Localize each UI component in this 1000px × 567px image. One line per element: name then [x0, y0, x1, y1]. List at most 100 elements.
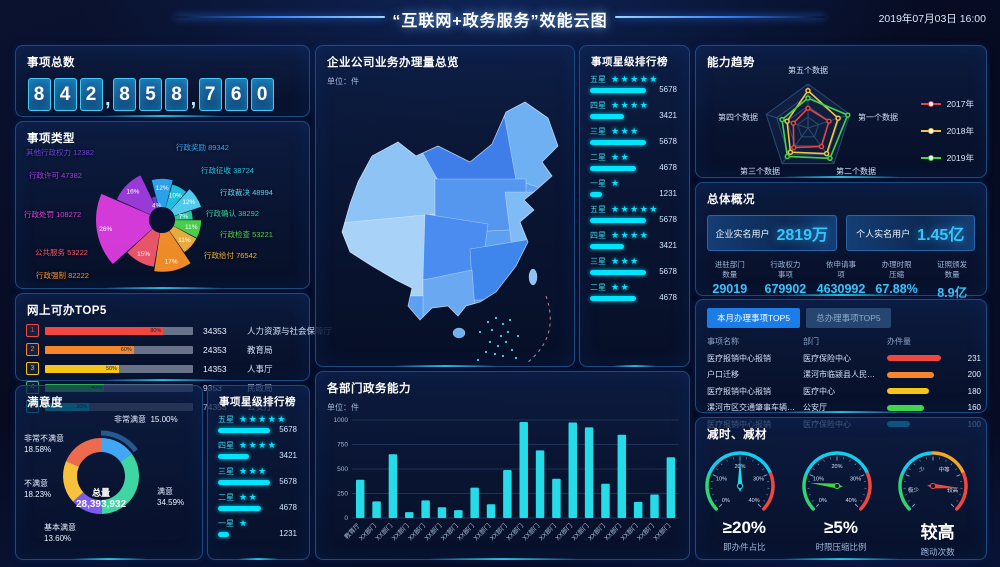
star-rank-row: 三星 ★★★ 5678 — [590, 126, 679, 147]
star-rank-label: 三星 — [218, 467, 234, 476]
svg-text:1000: 1000 — [334, 417, 349, 424]
counter-digit: 8 — [165, 78, 189, 111]
star-rank-bar — [590, 244, 624, 249]
top5-table-row: 医疗报销中心报销 医疗保险中心 231 — [707, 353, 981, 364]
star-rank-value: 5678 — [659, 137, 677, 146]
gauge-label: 时限压缩比例 — [815, 542, 867, 552]
svg-text:40%: 40% — [749, 498, 760, 504]
top5-tab[interactable]: 本月办理事项TOP5 — [707, 308, 801, 328]
star-rank-row: 五星 ★★★★★ 5678 — [590, 74, 679, 95]
svg-text:11%: 11% — [185, 224, 198, 231]
star-icons: ★★ — [611, 282, 631, 292]
satisfaction-title: 满意度 — [27, 397, 63, 409]
svg-text:11%: 11% — [178, 237, 191, 244]
star-rank-value: 3421 — [659, 241, 677, 250]
star-rank-bar — [590, 88, 646, 93]
counter-digit: 8 — [113, 78, 137, 111]
svg-text:XX部门: XX部门 — [471, 521, 492, 542]
progress-track: 50% — [45, 364, 193, 373]
star-rank-row: 二星 ★★ 4678 — [590, 152, 679, 173]
legend-label: 2017年 — [946, 99, 974, 109]
top5-tab[interactable]: 总办理事项TOP5 — [806, 308, 891, 328]
star-rank-row: 二星 ★★ 4678 — [590, 282, 679, 303]
star-rank-bar — [590, 218, 646, 223]
star-icons: ★★ — [611, 152, 631, 162]
star-rank-bar — [218, 480, 270, 485]
satisfaction-center-label: 总量 — [91, 488, 110, 498]
svg-text:12%: 12% — [182, 199, 195, 206]
china-map[interactable] — [320, 84, 570, 364]
panel-online-top5: 网上可办TOP5 1 80% 34353 人力资源与社会保障厅 2 60% 24353 教育局… — [15, 293, 332, 413]
map-title: 企业公司业务办理量总览 — [327, 57, 459, 69]
svg-text:XX部门: XX部门 — [537, 521, 558, 542]
svg-text:XX部门: XX部门 — [553, 521, 574, 542]
svg-text:XX部门: XX部门 — [357, 521, 378, 542]
rose-label: 行政征收 38724 — [201, 166, 254, 175]
svg-text:26%: 26% — [99, 226, 112, 233]
svg-text:第五个数据: 第五个数据 — [788, 65, 828, 75]
svg-text:30%: 30% — [850, 476, 861, 482]
svg-text:XX部门: XX部门 — [520, 521, 541, 542]
svg-text:XX部门: XX部门 — [602, 521, 623, 542]
svg-text:10%: 10% — [716, 476, 727, 482]
legend-item[interactable]: 2019年 — [920, 152, 974, 164]
gauge-label: 即办件占比 — [723, 542, 766, 552]
row-name: 医疗报销中心报销 — [707, 353, 771, 363]
star-rank-row: 五星 ★★★★★ 5678 — [590, 204, 679, 225]
row-name: 漯河市区交通肇事车辆后续处... — [707, 403, 803, 412]
overview-card-value: 2819万 — [776, 227, 829, 244]
online-top5-value: 24353 — [203, 344, 227, 355]
star-rank-value: 4678 — [659, 293, 677, 302]
col-count: 办件量 — [887, 337, 911, 346]
donut-label: 不满意 18.23% — [24, 479, 52, 499]
row-value: 231 — [967, 353, 981, 363]
row-dept: 公安厅 — [803, 403, 827, 412]
svg-text:第四个数据: 第四个数据 — [718, 112, 758, 122]
star-rank-bar — [590, 166, 636, 171]
header: “互联网+政务服务”效能云图 2019年07月03日 16:00 — [0, 0, 1000, 34]
gauge-row: 0% 10% 20% 30% 40% ≥20% 即办件占比 0% 10% 20% 30% 40% ≥5%… — [696, 446, 986, 558]
online-top5-row: 2 60% 24353 教育局 — [26, 343, 299, 356]
gauge: 0% 10% 20% 30% 40% ≥5% 时限压缩比例 — [793, 446, 890, 558]
row-bar — [887, 355, 941, 361]
overview-card: 个人实名用户 1.45亿 — [845, 215, 975, 251]
star-rank-label: 一星 — [218, 519, 234, 528]
overview-stat: 依申请事项 4630992 — [813, 260, 869, 301]
overview-stat-label: 进驻部门 数量 — [714, 260, 745, 279]
online-top5-title: 网上可办TOP5 — [27, 305, 107, 317]
svg-text:15%: 15% — [137, 251, 150, 258]
top5-table-header: 事项名称 部门 办件量 — [707, 336, 975, 347]
top5-tabs: 本月办理事项TOP5 总办理事项TOP5 — [707, 308, 975, 328]
col-name: 事项名称 — [707, 337, 739, 346]
row-name: 户口迁移 — [707, 370, 739, 379]
star-rank-row: 三星 ★★★ 5678 — [218, 466, 299, 487]
star-rank-label: 三星 — [590, 127, 606, 136]
svg-text:XX部门: XX部门 — [569, 521, 590, 542]
star-icons: ★★★★ — [611, 230, 650, 240]
svg-text:XX部门: XX部门 — [422, 521, 443, 542]
progress-track: 60% — [45, 345, 193, 354]
star-icons: ★★★★★ — [239, 414, 287, 424]
overview-stat-value: 67.88% — [875, 282, 918, 296]
radar-legend: 2017年 2018年 2019年 — [920, 98, 974, 179]
rose-label: 公共服务 53222 — [35, 248, 88, 257]
rose-label: 行政检查 53221 — [220, 230, 273, 239]
row-dept: 医疗中心 — [803, 386, 835, 396]
svg-text:17%: 17% — [165, 259, 178, 266]
svg-text:4%: 4% — [152, 203, 162, 210]
progress-fill: 80% — [45, 326, 164, 335]
header-decor-line-left — [175, 16, 385, 18]
progress-track: 80% — [45, 326, 193, 335]
legend-item[interactable]: 2017年 — [920, 98, 974, 110]
star-rank-row: 三星 ★★★ 5678 — [590, 256, 679, 277]
online-top5-dept: 人力资源与社会保障厅 — [247, 325, 333, 336]
row-value: 180 — [967, 386, 981, 396]
dept-capability-title: 各部门政务能力 — [327, 383, 411, 395]
panel-star-rank-small: 事项星级排行榜 五星 ★★★★★ 5678 四星 ★★★★ 3421 三星 ★★★ 5678 二星… — [207, 385, 310, 560]
legend-marker — [920, 127, 941, 134]
svg-text:XX部门: XX部门 — [504, 521, 525, 542]
legend-item[interactable]: 2018年 — [920, 125, 974, 137]
overview-card: 企业实名用户 2819万 — [707, 215, 837, 251]
svg-text:较高: 较高 — [947, 486, 959, 494]
